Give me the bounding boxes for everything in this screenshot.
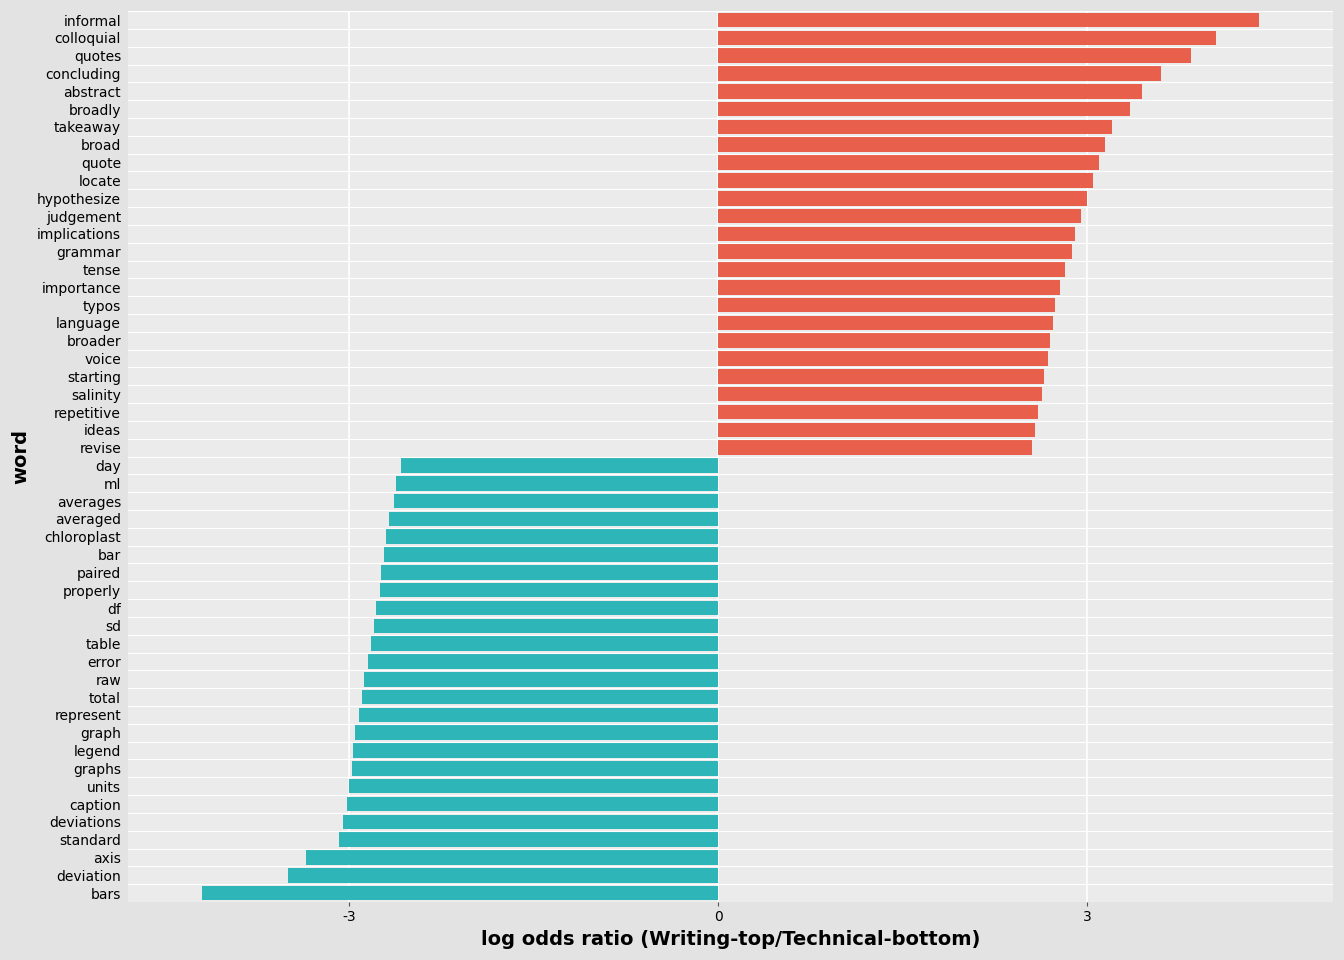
Bar	[359, 708, 718, 722]
Bar	[371, 636, 718, 651]
Bar	[374, 618, 718, 634]
Bar	[380, 583, 718, 597]
Bar	[352, 761, 718, 776]
Bar	[718, 333, 1050, 348]
Bar	[388, 512, 718, 526]
Bar	[718, 262, 1064, 276]
Bar	[718, 280, 1060, 295]
Bar	[364, 672, 718, 686]
Bar	[718, 208, 1081, 224]
Bar	[718, 12, 1259, 27]
Bar	[343, 814, 718, 829]
Bar	[718, 31, 1216, 45]
Bar	[396, 476, 718, 491]
Bar	[718, 245, 1073, 259]
Bar	[718, 120, 1111, 134]
Bar	[718, 351, 1048, 366]
Bar	[384, 547, 718, 562]
Bar	[718, 387, 1042, 401]
Bar	[718, 422, 1035, 437]
Bar	[718, 316, 1052, 330]
Bar	[340, 832, 718, 847]
Bar	[718, 441, 1032, 455]
X-axis label: log odds ratio (Writing-top/Technical-bottom): log odds ratio (Writing-top/Technical-bo…	[481, 930, 980, 948]
Bar	[718, 191, 1087, 205]
Bar	[288, 868, 718, 882]
Bar	[718, 84, 1142, 99]
Bar	[718, 66, 1161, 81]
Bar	[718, 137, 1105, 152]
Bar	[718, 369, 1044, 384]
Bar	[718, 48, 1192, 63]
Bar	[202, 886, 718, 900]
Bar	[718, 156, 1099, 170]
Y-axis label: word: word	[11, 429, 30, 484]
Bar	[347, 797, 718, 811]
Bar	[349, 779, 718, 794]
Bar	[376, 601, 718, 615]
Bar	[353, 743, 718, 757]
Bar	[382, 565, 718, 580]
Bar	[306, 851, 718, 865]
Bar	[355, 726, 718, 740]
Bar	[394, 493, 718, 509]
Bar	[718, 173, 1093, 188]
Bar	[718, 227, 1075, 241]
Bar	[362, 690, 718, 705]
Bar	[386, 529, 718, 544]
Bar	[401, 458, 718, 472]
Bar	[718, 298, 1055, 312]
Bar	[718, 102, 1130, 116]
Bar	[368, 654, 718, 669]
Bar	[718, 405, 1038, 420]
